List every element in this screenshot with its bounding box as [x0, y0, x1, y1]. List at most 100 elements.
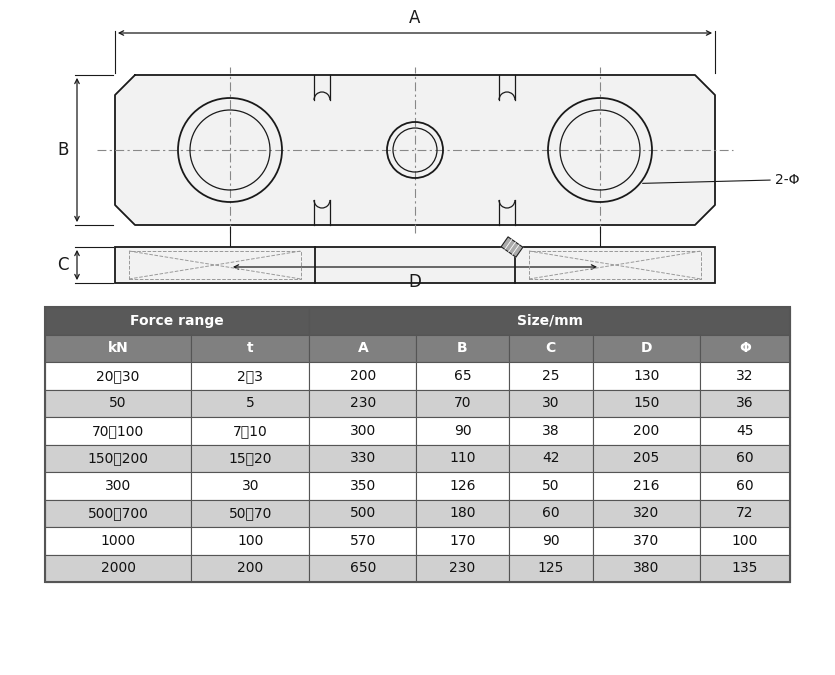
Text: 50: 50	[109, 396, 127, 410]
Bar	[509, 554, 593, 582]
Text: 216: 216	[633, 479, 660, 493]
Bar	[310, 472, 417, 500]
Bar	[593, 554, 700, 582]
Text: 45: 45	[736, 424, 754, 438]
Text: B: B	[58, 141, 69, 159]
Bar	[593, 417, 700, 445]
Text: 170: 170	[449, 534, 476, 547]
Bar	[310, 335, 417, 362]
Text: 200: 200	[237, 561, 264, 575]
Text: A: A	[409, 9, 421, 27]
Bar	[700, 472, 790, 500]
Bar	[45, 445, 191, 472]
Bar	[593, 389, 700, 417]
Text: t: t	[247, 342, 254, 355]
Text: 72: 72	[736, 506, 754, 520]
Bar	[593, 335, 700, 362]
Bar	[191, 554, 310, 582]
Text: 60: 60	[736, 479, 754, 493]
Text: 300: 300	[350, 424, 376, 438]
Text: 2-Φ: 2-Φ	[775, 173, 799, 187]
Bar	[417, 335, 509, 362]
Text: 1000: 1000	[100, 534, 136, 547]
Text: 65: 65	[453, 369, 471, 383]
Text: 150～200: 150～200	[88, 452, 149, 465]
Bar	[593, 445, 700, 472]
Bar	[310, 527, 417, 554]
Bar	[191, 445, 310, 472]
Text: 330: 330	[350, 452, 376, 465]
Text: 36: 36	[736, 396, 754, 410]
Text: 650: 650	[350, 561, 376, 575]
Bar	[509, 500, 593, 527]
Bar	[700, 527, 790, 554]
Bar	[509, 417, 593, 445]
Text: 15～20: 15～20	[229, 452, 272, 465]
Text: C: C	[58, 256, 69, 274]
Text: 230: 230	[449, 561, 476, 575]
Text: 126: 126	[449, 479, 476, 493]
Text: 90: 90	[453, 424, 471, 438]
Text: 135: 135	[731, 561, 758, 575]
Text: 370: 370	[634, 534, 660, 547]
Text: 150: 150	[633, 396, 660, 410]
Bar	[417, 362, 509, 389]
Bar	[593, 500, 700, 527]
Text: kN: kN	[108, 342, 129, 355]
Text: C: C	[546, 342, 556, 355]
Text: 50: 50	[542, 479, 559, 493]
Text: Φ: Φ	[739, 342, 751, 355]
Text: 110: 110	[449, 452, 476, 465]
Text: 5: 5	[246, 396, 255, 410]
Text: 7～10: 7～10	[233, 424, 268, 438]
Text: 70: 70	[453, 396, 471, 410]
Text: 500: 500	[350, 506, 376, 520]
Text: 25: 25	[542, 369, 559, 383]
Text: 200: 200	[634, 424, 660, 438]
Bar	[700, 335, 790, 362]
Bar	[417, 472, 509, 500]
Text: 60: 60	[542, 506, 559, 520]
Text: 180: 180	[449, 506, 476, 520]
Text: 100: 100	[731, 534, 758, 547]
Bar	[509, 389, 593, 417]
Bar	[700, 362, 790, 389]
Text: B: B	[458, 342, 468, 355]
Bar	[310, 362, 417, 389]
Bar	[417, 527, 509, 554]
Text: 205: 205	[634, 452, 660, 465]
Bar	[509, 472, 593, 500]
Bar	[45, 417, 191, 445]
Bar	[310, 500, 417, 527]
Text: 300: 300	[105, 479, 131, 493]
Bar	[191, 500, 310, 527]
Bar	[310, 417, 417, 445]
Bar	[700, 500, 790, 527]
Text: 380: 380	[633, 561, 660, 575]
Text: 500～700: 500～700	[88, 506, 149, 520]
Bar	[45, 335, 191, 362]
Text: 2～3: 2～3	[237, 369, 263, 383]
Bar	[191, 362, 310, 389]
Bar	[417, 417, 509, 445]
Bar	[191, 335, 310, 362]
Bar	[310, 389, 417, 417]
Text: 350: 350	[350, 479, 376, 493]
Bar	[417, 389, 509, 417]
Bar	[700, 417, 790, 445]
Text: 60: 60	[736, 452, 754, 465]
Bar	[509, 362, 593, 389]
Bar	[45, 554, 191, 582]
Bar	[700, 445, 790, 472]
Text: 130: 130	[633, 369, 660, 383]
Bar	[45, 472, 191, 500]
Bar	[45, 389, 191, 417]
Text: 90: 90	[542, 534, 559, 547]
Bar	[45, 362, 191, 389]
Bar	[700, 554, 790, 582]
Bar	[593, 472, 700, 500]
Text: A: A	[357, 342, 368, 355]
Bar	[115, 247, 715, 283]
Bar	[191, 527, 310, 554]
Bar	[310, 445, 417, 472]
